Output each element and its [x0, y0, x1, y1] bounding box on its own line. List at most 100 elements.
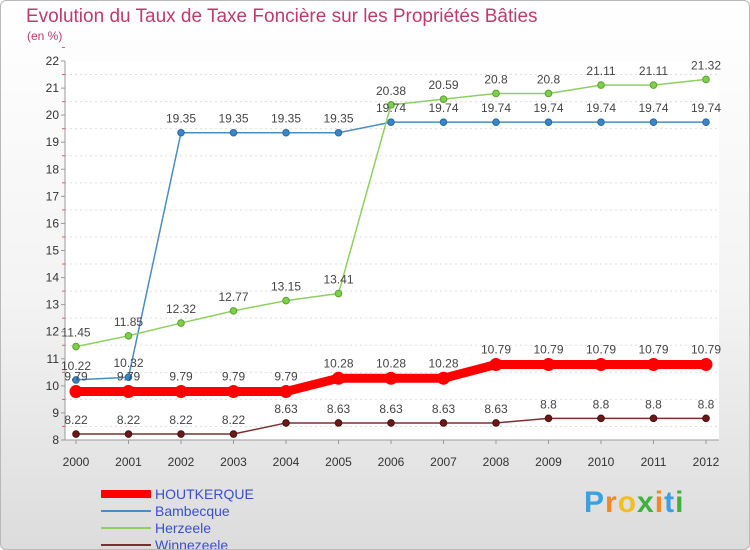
y-tick-label: 20 [46, 108, 60, 122]
data-label-herzeele: 11.45 [61, 326, 90, 340]
data-point-bambecque [702, 118, 710, 126]
x-tick-label: 2007 [430, 455, 457, 469]
data-point-houtkerque [279, 385, 293, 399]
legend-label-winnezeele: Winnezeele [155, 537, 229, 550]
data-point-bambecque [229, 128, 238, 137]
data-point-winnezeele [124, 430, 133, 438]
data-point-herzeele [72, 342, 80, 351]
x-tick-label: 2010 [588, 455, 615, 469]
data-label-winnezeele: 8.8 [698, 397, 715, 411]
logo-letter: t [664, 486, 676, 519]
data-point-houtkerque [437, 371, 450, 385]
logo-letter: i [654, 486, 665, 519]
proxiti-logo: Proxiti [584, 486, 684, 520]
logo-letter: i [675, 486, 685, 519]
y-tick-label: 10 [46, 379, 60, 393]
data-label-bambecque: 19.74 [376, 101, 406, 115]
x-tick-label: 2004 [273, 455, 300, 469]
data-point-herzeele [702, 75, 710, 84]
legend-swatch-bambecque [101, 510, 151, 512]
x-tick-label: 2008 [483, 455, 510, 469]
logo-letter: x [637, 486, 655, 519]
chart-title: Evolution du Taux de Taxe Foncière sur l… [26, 6, 538, 27]
data-point-houtkerque [69, 385, 83, 399]
data-label-herzeele: 20.8 [537, 72, 561, 86]
data-label-herzeele: 21.32 [691, 58, 721, 72]
data-point-bambecque [282, 128, 290, 137]
data-label-winnezeele: 8.63 [327, 402, 351, 416]
data-point-houtkerque [174, 385, 188, 399]
data-label-herzeele: 13.15 [271, 280, 301, 294]
data-point-winnezeele [334, 419, 343, 427]
data-label-bambecque: 19.35 [166, 112, 196, 126]
data-point-bambecque [334, 128, 343, 137]
data-label-houtkerque: 10.79 [638, 342, 668, 356]
x-tick-label: 2002 [168, 455, 195, 469]
data-point-herzeele [544, 89, 553, 98]
data-label-bambecque: 10.32 [113, 356, 143, 370]
data-label-herzeele: 21.11 [639, 64, 668, 78]
data-label-herzeele: 11.85 [114, 315, 143, 329]
data-label-winnezeele: 8.8 [593, 397, 610, 411]
data-point-winnezeele [177, 430, 185, 438]
data-label-houtkerque: 10.28 [428, 356, 458, 370]
unit-label: (en %) [27, 29, 63, 43]
data-point-houtkerque [699, 357, 713, 371]
data-point-bambecque [387, 118, 395, 126]
x-tick-label: 2000 [63, 455, 90, 469]
data-label-herzeele: 21.11 [586, 64, 615, 78]
data-point-bambecque [597, 118, 605, 126]
data-label-houtkerque: 10.28 [376, 356, 406, 370]
data-label-houtkerque: 10.79 [691, 342, 721, 356]
data-point-winnezeele [229, 430, 238, 438]
data-label-houtkerque: 10.79 [481, 342, 511, 356]
y-tick-label: 15 [46, 244, 60, 258]
data-point-winnezeele [492, 419, 500, 427]
data-label-houtkerque: 9.79 [117, 370, 141, 384]
data-label-herzeele: 20.59 [428, 78, 458, 92]
y-tick-label: 12 [46, 325, 60, 339]
data-label-houtkerque: 10.79 [533, 342, 563, 356]
data-point-herzeele [177, 319, 185, 327]
data-label-herzeele: 12.77 [218, 290, 248, 304]
data-point-herzeele [334, 289, 343, 298]
data-point-houtkerque [594, 357, 608, 371]
data-label-winnezeele: 8.8 [540, 397, 557, 411]
y-tick-label: 19 [46, 135, 60, 149]
legend-swatch-houtkerque [101, 490, 151, 498]
y-tick-label: 9 [52, 406, 59, 420]
data-label-herzeele: 20.8 [484, 72, 508, 86]
data-label-winnezeele: 8.63 [432, 402, 456, 416]
data-label-winnezeele: 8.22 [117, 413, 141, 427]
legend-swatch-winnezeele [101, 544, 151, 546]
data-label-houtkerque: 9.79 [64, 370, 88, 384]
data-label-bambecque: 19.74 [586, 101, 616, 115]
data-point-herzeele [649, 81, 658, 89]
logo-letter: o [617, 486, 638, 519]
data-label-bambecque: 10.22 [61, 359, 91, 373]
data-point-winnezeele [544, 414, 553, 423]
data-label-houtkerque: 9.79 [222, 370, 246, 384]
data-point-houtkerque [227, 385, 240, 399]
x-tick-label: 2001 [115, 455, 142, 469]
data-label-bambecque: 19.74 [691, 101, 721, 115]
y-tick-label: 22 [46, 54, 60, 68]
data-point-herzeele [492, 89, 500, 98]
data-point-herzeele [387, 101, 395, 109]
legend-swatch-herzeele [101, 527, 151, 529]
data-label-winnezeele: 8.63 [484, 402, 508, 416]
data-label-bambecque: 19.35 [271, 112, 301, 126]
data-point-winnezeele [702, 414, 710, 423]
data-point-bambecque [544, 118, 553, 126]
data-label-bambecque: 19.35 [218, 112, 248, 126]
data-label-winnezeele: 8.22 [169, 413, 193, 427]
legend-label-houtkerque: HOUTKERQUE [155, 486, 254, 502]
data-label-bambecque: 19.74 [428, 101, 458, 115]
x-tick-label: 2011 [641, 455, 667, 469]
data-point-winnezeele [649, 414, 658, 423]
data-point-houtkerque [489, 357, 503, 371]
data-point-herzeele [597, 81, 605, 89]
data-point-houtkerque [384, 371, 398, 385]
data-label-herzeele: 13.41 [323, 273, 353, 287]
